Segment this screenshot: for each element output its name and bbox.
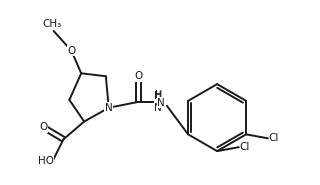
Text: Cl: Cl <box>269 133 279 143</box>
Text: H: H <box>155 90 163 100</box>
Text: Cl: Cl <box>240 142 250 152</box>
Text: CH₃: CH₃ <box>42 19 61 29</box>
Text: H
N: H N <box>154 91 162 113</box>
Text: HO: HO <box>38 156 54 166</box>
Text: N: N <box>105 103 113 113</box>
Text: N: N <box>157 98 165 108</box>
Text: O: O <box>40 122 48 132</box>
Text: O: O <box>67 46 76 56</box>
Text: O: O <box>134 71 142 81</box>
